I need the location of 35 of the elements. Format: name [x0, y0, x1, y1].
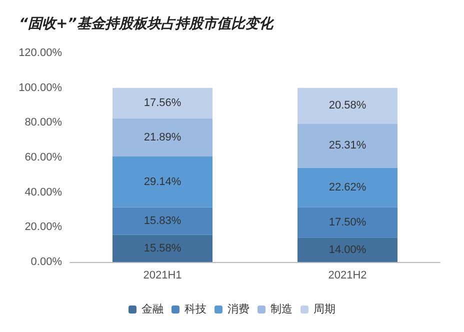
data-label: 25.31%: [328, 140, 366, 152]
y-tick-label: 120.00%: [18, 47, 62, 59]
bar: [298, 207, 398, 238]
bar: [112, 88, 212, 118]
data-label: 15.83%: [144, 215, 182, 228]
legend-label: 科技: [184, 304, 206, 316]
y-tick-label: 60.00%: [24, 152, 62, 164]
data-label: 21.89%: [144, 131, 182, 144]
bar: [112, 156, 212, 208]
y-tick-label: 0.00%: [30, 256, 62, 268]
legend-label: 消费: [228, 302, 250, 316]
x-tick-label: 2021H1: [143, 270, 182, 282]
bar: [112, 234, 212, 262]
chart-title: “固收+”基金持股板块占持股市值比变化: [19, 15, 275, 32]
data-label: 22.62%: [328, 181, 366, 194]
x-tick-label: 2021H2: [328, 270, 367, 282]
legend-label: 制造: [270, 302, 292, 316]
bar: [298, 124, 398, 168]
bar: [298, 238, 398, 262]
bar: [112, 118, 212, 157]
data-label: 29.14%: [144, 176, 182, 188]
bar: [298, 168, 398, 208]
data-label: 14.00%: [328, 244, 366, 256]
bar: [112, 207, 212, 235]
y-tick-label: 80.00%: [24, 116, 62, 129]
y-tick-label: 100.00%: [18, 82, 62, 94]
data-label: 17.50%: [328, 216, 366, 228]
y-tick-label: 20.00%: [24, 221, 62, 234]
data-label: 20.58%: [328, 100, 366, 112]
y-tick-label: 40.00%: [24, 186, 62, 198]
data-label: 15.58%: [144, 242, 182, 254]
bar: [298, 88, 398, 124]
legend-label: 金融: [142, 304, 164, 316]
legend-label: 周期: [314, 304, 336, 316]
data-label: 17.56%: [144, 97, 182, 110]
